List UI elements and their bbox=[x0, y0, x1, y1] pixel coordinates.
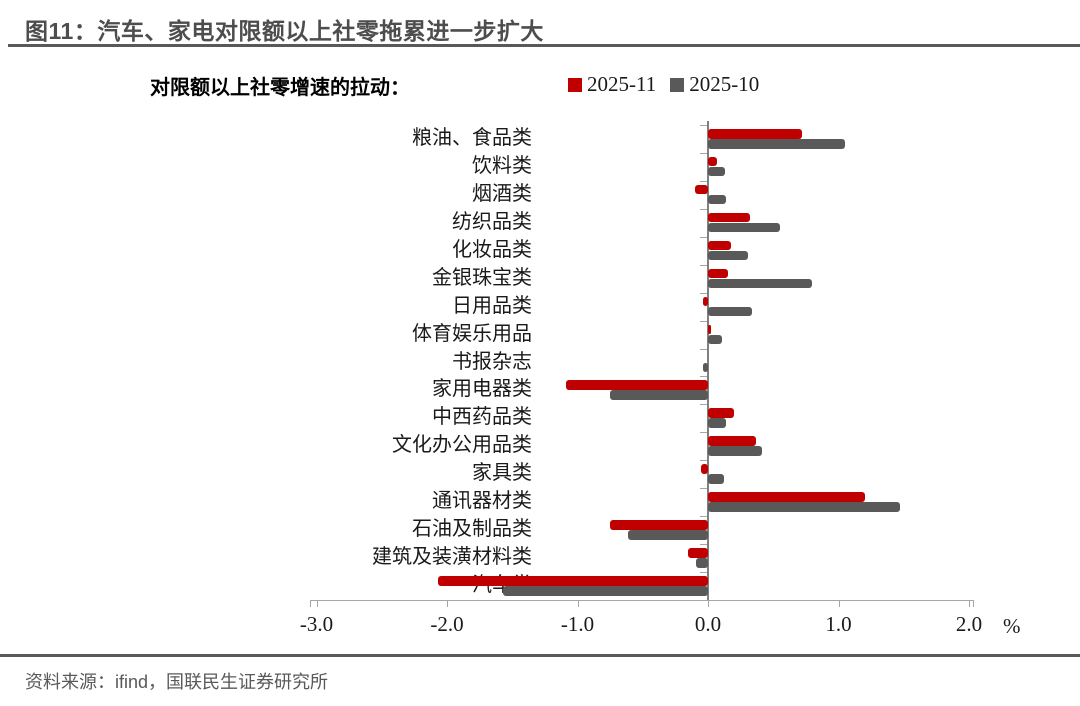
category-boundary-tick bbox=[700, 320, 707, 322]
category-boundary-tick bbox=[700, 544, 707, 546]
x-axis-tick-label: -1.0 bbox=[560, 612, 595, 636]
bar-2025-10 bbox=[628, 530, 708, 540]
category-label: 石油及制品类 bbox=[412, 518, 532, 541]
category-label: 日用品类 bbox=[452, 294, 532, 317]
x-axis-line bbox=[310, 600, 973, 601]
bar-2025-11 bbox=[694, 184, 708, 195]
x-axis-tick-label: -2.0 bbox=[430, 612, 464, 636]
category-label: 书报杂志 bbox=[452, 350, 532, 373]
category-boundary-tick bbox=[700, 460, 707, 462]
category-boundary-tick bbox=[700, 432, 707, 434]
bar-2025-10 bbox=[708, 446, 762, 456]
page-title: 图11：汽车、家电对限额以上社零拖累进一步扩大 bbox=[25, 18, 544, 44]
x-axis-tick bbox=[708, 600, 709, 607]
legend-label: 2025-10 bbox=[689, 72, 760, 96]
x-axis-end-tick bbox=[310, 600, 311, 607]
category-label: 纺织品类 bbox=[452, 210, 532, 233]
category-label: 烟酒类 bbox=[472, 182, 532, 205]
chart-subtitle: 对限额以上社零增速的拉动： bbox=[150, 77, 410, 99]
category-label: 金银珠宝类 bbox=[432, 266, 532, 289]
bar-2025-11 bbox=[708, 156, 718, 167]
category-boundary-tick bbox=[700, 236, 707, 238]
category-label: 通讯器材类 bbox=[432, 490, 532, 513]
category-label: 饮料类 bbox=[472, 154, 532, 177]
category-boundary-tick bbox=[700, 572, 707, 574]
bar-2025-10 bbox=[708, 502, 900, 512]
x-axis-unit-label: % bbox=[1003, 614, 1021, 638]
bar-2025-11 bbox=[708, 324, 711, 335]
category-boundary-tick bbox=[700, 264, 707, 266]
bar-2025-11 bbox=[708, 492, 865, 502]
title-underline bbox=[8, 44, 1080, 47]
legend-entry-2025-10: 2025-10 bbox=[670, 72, 759, 97]
bar-2025-11 bbox=[708, 212, 750, 223]
bar-2025-11 bbox=[702, 296, 708, 307]
x-axis-end-tick bbox=[973, 600, 974, 607]
bar-2025-11 bbox=[701, 464, 708, 474]
bar-2025-11 bbox=[565, 380, 708, 390]
bar-2025-10 bbox=[708, 278, 813, 289]
footer-rule bbox=[0, 654, 1080, 657]
bar-2025-10 bbox=[708, 306, 753, 317]
bar-2025-10 bbox=[708, 474, 724, 484]
bar-2025-10 bbox=[610, 390, 708, 400]
bar-2025-11 bbox=[708, 408, 735, 418]
bar-2025-10 bbox=[708, 166, 725, 177]
category-label: 化妆品类 bbox=[452, 238, 532, 261]
category-label: 文化办公用品类 bbox=[392, 434, 532, 457]
x-axis-tick bbox=[447, 600, 448, 607]
x-axis-tick bbox=[838, 600, 840, 607]
category-label: 中西药品类 bbox=[432, 406, 532, 429]
category-boundary-tick bbox=[700, 516, 707, 518]
bar-2025-11 bbox=[708, 436, 757, 446]
legend-entry-2025-11: 2025-11 bbox=[568, 72, 656, 97]
x-axis-tick-label: 1.0 bbox=[825, 612, 852, 636]
x-axis-tick bbox=[577, 600, 579, 607]
x-axis-tick-label: 0.0 bbox=[694, 612, 722, 636]
bar-2025-11 bbox=[708, 240, 732, 251]
bar-2025-11 bbox=[437, 576, 708, 586]
bar-2025-10 bbox=[503, 586, 708, 596]
legend-swatch-gray bbox=[670, 77, 685, 92]
category-boundary-tick bbox=[700, 208, 707, 210]
category-boundary-tick bbox=[700, 488, 707, 490]
chart-legend: 2025-11 2025-10 bbox=[568, 72, 759, 97]
bar-2025-10 bbox=[708, 139, 846, 149]
category-boundary-tick bbox=[700, 180, 707, 182]
bar-2025-10 bbox=[702, 362, 708, 373]
category-boundary-tick bbox=[700, 152, 707, 154]
category-boundary-tick bbox=[700, 125, 707, 126]
bar-2025-10 bbox=[708, 222, 780, 233]
legend-label: 2025-11 bbox=[587, 72, 657, 96]
category-boundary-tick bbox=[700, 376, 707, 378]
x-axis-tick bbox=[316, 600, 318, 607]
source-note: 资料来源：ifind，国联民生证券研究所 bbox=[25, 672, 329, 692]
bar-2025-11 bbox=[610, 520, 708, 530]
bar-2025-10 bbox=[708, 418, 727, 428]
bar-2025-10 bbox=[708, 194, 727, 205]
category-label: 体育娱乐用品 bbox=[412, 322, 532, 345]
bar-2025-10 bbox=[708, 250, 749, 261]
bar-2025-10 bbox=[696, 558, 708, 568]
y-axis-zero-line bbox=[707, 121, 709, 600]
category-label: 家用电器类 bbox=[432, 378, 532, 401]
x-axis-tick-label: -3.0 bbox=[299, 612, 334, 636]
x-axis-tick-label: 2.0 bbox=[955, 612, 983, 636]
category-label: 建筑及装潢材料类 bbox=[372, 546, 532, 569]
category-boundary-tick bbox=[700, 348, 707, 350]
category-label: 粮油、食品类 bbox=[412, 127, 532, 149]
bar-2025-11 bbox=[708, 268, 728, 279]
legend-swatch-red bbox=[568, 77, 582, 92]
bar-2025-11 bbox=[688, 548, 708, 558]
category-boundary-tick bbox=[700, 404, 707, 406]
category-label: 家具类 bbox=[472, 462, 532, 485]
bar-2025-11 bbox=[708, 129, 802, 139]
bar-2025-10 bbox=[708, 334, 723, 345]
x-axis-tick bbox=[969, 600, 970, 607]
category-boundary-tick bbox=[700, 292, 707, 294]
